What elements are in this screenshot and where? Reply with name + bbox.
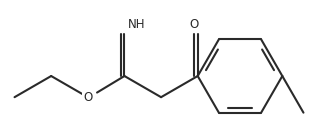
Text: O: O <box>189 18 198 31</box>
Text: O: O <box>83 91 93 104</box>
Text: NH: NH <box>128 18 146 31</box>
